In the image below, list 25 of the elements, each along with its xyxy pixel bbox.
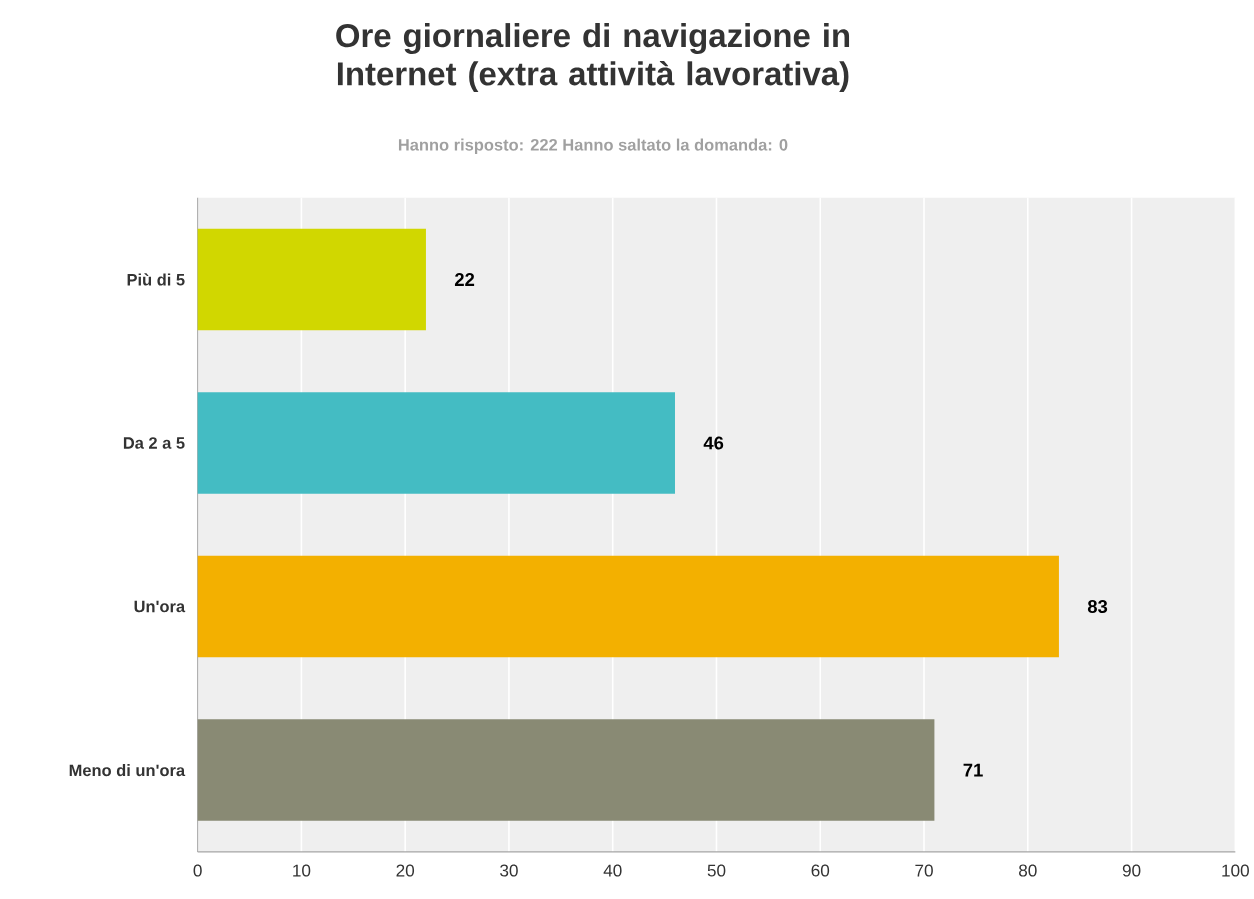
- x-tick-label: 40: [603, 864, 622, 877]
- x-tick-label: 60: [811, 864, 830, 877]
- x-tick-label: 50: [707, 864, 726, 877]
- y-tick-label: Da 2 a 5: [123, 437, 185, 449]
- x-tick-label: 10: [293, 864, 311, 877]
- x-tick-label: 0: [193, 864, 202, 877]
- x-tick-label: 80: [1019, 864, 1037, 877]
- x-tick-label: 20: [396, 864, 415, 877]
- x-tick-label: 30: [500, 864, 518, 877]
- chart-subtitle: Hanno risposto: 222 Hanno saltato la domanda: 0: [398, 138, 788, 154]
- x-tick-label: 90: [1122, 864, 1141, 877]
- bar: [197, 392, 675, 494]
- data-label: 22: [454, 272, 475, 286]
- bar: [197, 228, 426, 331]
- bar: [197, 719, 935, 821]
- data-label: 83: [1087, 599, 1108, 613]
- x-tick-label: 100: [1222, 864, 1249, 877]
- x-tick-label: 70: [915, 864, 933, 877]
- data-label: 71: [963, 763, 983, 777]
- chart-title: Ore giornaliere di navigazione in Internet (extra attività lavorativa): [336, 22, 850, 92]
- y-tick-label: Più di 5: [127, 273, 185, 286]
- y-tick-label: Un'ora: [134, 600, 186, 613]
- bar: [197, 555, 1059, 658]
- y-tick-label: Meno di un'ora: [69, 763, 186, 776]
- data-label: 46: [703, 436, 724, 450]
